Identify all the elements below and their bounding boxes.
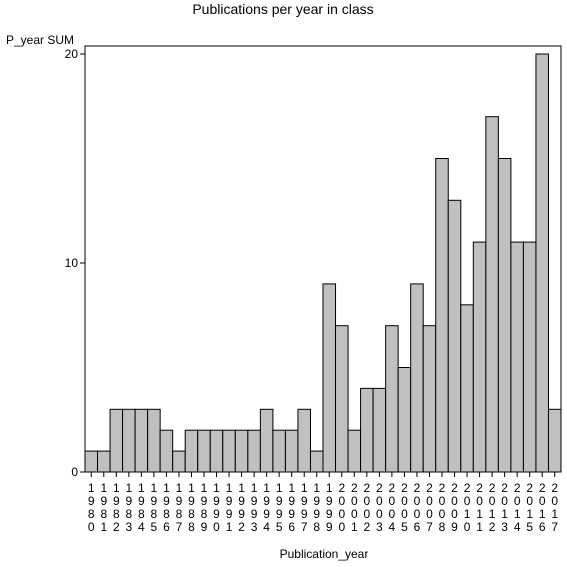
bar-2004: [385, 325, 399, 473]
bar-2016: [535, 53, 549, 473]
x-axis-label: Publication_year: [280, 547, 369, 561]
bar-1997: [297, 408, 311, 473]
bar-1996: [284, 429, 299, 473]
bar-2008: [435, 158, 449, 473]
bar-1991: [222, 429, 236, 473]
bar-1998: [309, 450, 324, 473]
bar-2007: [422, 325, 437, 473]
x-axis: 1 9 8 0 1 9 8 1 1 9 8 2 1 9 8 3 1 9 8 4 1 9 8 5 1 9 8 6 1 9 8 7 1 9 8 8 1 9 8 9…: [88, 472, 558, 534]
y-tick-label-0: 0: [71, 465, 78, 479]
bar-1992: [234, 429, 249, 473]
bar-1984: [134, 408, 149, 473]
bar-2000: [335, 325, 349, 473]
bar-2005: [397, 367, 412, 473]
bar-1995: [272, 429, 286, 473]
bar-1999: [322, 283, 337, 473]
bar-1981: [97, 450, 111, 473]
y-tick-label-10: 10: [65, 256, 79, 270]
bar-1986: [159, 429, 174, 473]
y-axis: 0 10 20: [65, 47, 85, 479]
bar-2017: [547, 408, 562, 473]
bar-1994: [259, 408, 274, 473]
bar-2014: [510, 241, 524, 473]
chart-title: Publications per year in class: [192, 1, 373, 17]
bar-2011: [472, 241, 487, 473]
bar-1989: [197, 429, 211, 473]
y-axis-label: P_year SUM: [6, 33, 74, 47]
bar-1987: [172, 450, 186, 473]
bar-1982: [109, 408, 124, 473]
bar-2010: [460, 304, 474, 473]
bar-1990: [209, 429, 224, 473]
bar-2015: [522, 241, 537, 473]
bars-group: [84, 53, 562, 473]
bar-2013: [497, 158, 512, 473]
bar-1993: [247, 429, 261, 473]
bar-1988: [184, 429, 199, 473]
bar-2009: [447, 199, 462, 473]
bar-2003: [372, 387, 387, 473]
bar-2002: [360, 387, 374, 473]
y-tick-label-20: 20: [65, 47, 79, 61]
bar-2001: [347, 429, 362, 473]
plot-area-frame: [84, 45, 562, 473]
bar-1985: [147, 408, 161, 473]
bar-1983: [122, 408, 136, 473]
bar-2006: [410, 283, 424, 473]
bar-1980: [84, 450, 99, 473]
bar-2012: [485, 116, 499, 473]
